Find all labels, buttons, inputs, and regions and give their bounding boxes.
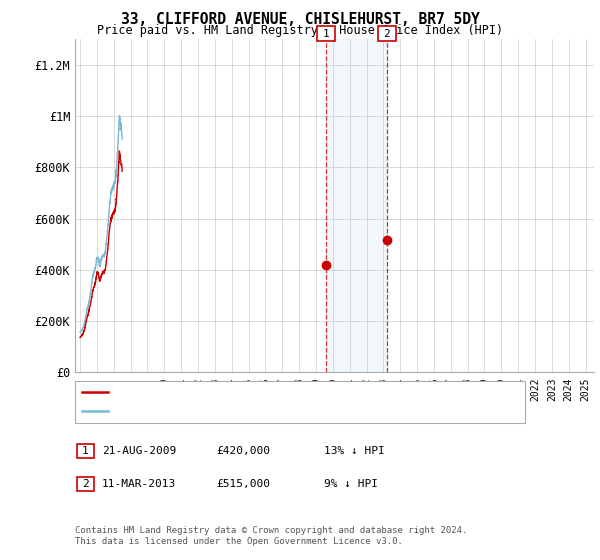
Text: 11-MAR-2013: 11-MAR-2013	[102, 479, 176, 489]
Text: Contains HM Land Registry data © Crown copyright and database right 2024.
This d: Contains HM Land Registry data © Crown c…	[75, 526, 467, 546]
Text: 21-AUG-2009: 21-AUG-2009	[102, 446, 176, 456]
Text: 33, CLIFFORD AVENUE, CHISLEHURST, BR7 5DY (detached house): 33, CLIFFORD AVENUE, CHISLEHURST, BR7 5D…	[112, 387, 460, 397]
Bar	[326, 39, 386, 372]
Text: £420,000: £420,000	[216, 446, 270, 456]
Text: £515,000: £515,000	[216, 479, 270, 489]
Text: 2: 2	[82, 479, 89, 489]
Text: 9% ↓ HPI: 9% ↓ HPI	[324, 479, 378, 489]
Text: 13% ↓ HPI: 13% ↓ HPI	[324, 446, 385, 456]
Text: 1: 1	[82, 446, 89, 456]
Text: 33, CLIFFORD AVENUE, CHISLEHURST, BR7 5DY: 33, CLIFFORD AVENUE, CHISLEHURST, BR7 5D…	[121, 12, 479, 27]
Text: HPI: Average price, detached house, Bromley: HPI: Average price, detached house, Brom…	[112, 407, 370, 417]
Text: Price paid vs. HM Land Registry's House Price Index (HPI): Price paid vs. HM Land Registry's House …	[97, 24, 503, 36]
Text: 2: 2	[383, 29, 390, 39]
Text: 1: 1	[323, 29, 330, 39]
